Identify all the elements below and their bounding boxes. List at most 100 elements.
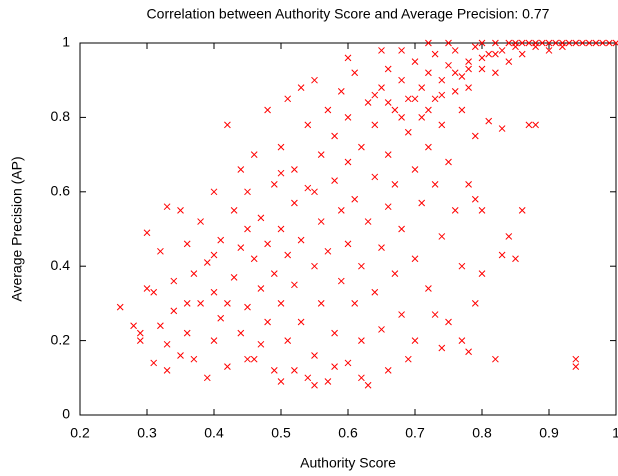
point	[411, 95, 419, 103]
point	[143, 285, 151, 292]
point	[478, 54, 486, 62]
point	[190, 355, 198, 363]
point	[451, 69, 459, 77]
point	[579, 39, 586, 47]
point	[431, 50, 439, 58]
point	[532, 121, 539, 129]
x-tick-label: 0.3	[137, 425, 157, 441]
point	[244, 188, 251, 196]
point	[244, 355, 251, 363]
point	[277, 169, 285, 177]
point	[425, 39, 432, 47]
point	[297, 84, 305, 91]
point	[391, 106, 399, 114]
point	[317, 151, 325, 158]
point	[183, 329, 191, 337]
x-tick-label: 1	[612, 425, 618, 441]
point	[237, 244, 245, 251]
x-tick-label: 0.4	[204, 425, 224, 441]
point	[538, 39, 546, 47]
point	[572, 363, 580, 370]
point	[284, 337, 292, 344]
point	[311, 381, 318, 389]
point	[150, 359, 158, 367]
point	[136, 329, 144, 337]
point	[545, 47, 553, 54]
point	[284, 251, 292, 259]
point	[311, 352, 318, 359]
point	[492, 69, 499, 77]
y-axis-title: Average Precision (AP)	[9, 156, 25, 301]
point	[518, 50, 526, 58]
point	[391, 181, 399, 188]
point	[485, 117, 493, 125]
point	[398, 76, 405, 84]
point	[458, 337, 466, 344]
point	[284, 95, 292, 103]
point	[384, 367, 392, 374]
point	[177, 207, 184, 214]
point	[411, 58, 419, 65]
point	[331, 329, 338, 337]
point	[304, 374, 312, 382]
point	[150, 288, 158, 296]
point	[404, 355, 412, 363]
point	[337, 277, 345, 285]
point	[351, 69, 359, 77]
point	[250, 151, 258, 158]
point	[277, 378, 285, 385]
x-tick-label: 0.6	[338, 425, 358, 441]
point	[270, 367, 278, 374]
point	[572, 39, 580, 47]
point	[270, 181, 278, 188]
point	[418, 199, 426, 207]
point	[277, 143, 285, 151]
point	[344, 240, 352, 248]
point	[458, 262, 466, 270]
point	[431, 181, 439, 188]
point	[471, 132, 479, 140]
point	[465, 181, 472, 188]
point	[244, 303, 251, 311]
point	[418, 84, 426, 91]
point	[478, 39, 486, 47]
point	[425, 69, 432, 77]
point	[230, 274, 238, 281]
point	[210, 251, 218, 259]
point	[411, 255, 419, 263]
point	[398, 311, 405, 318]
point	[358, 143, 365, 151]
point	[291, 281, 298, 289]
x-tick-label: 0.5	[271, 425, 291, 441]
point	[471, 43, 479, 51]
point	[337, 88, 345, 95]
point	[224, 300, 231, 307]
point	[384, 203, 392, 211]
point	[378, 47, 385, 54]
x-tick-label: 0.7	[405, 425, 425, 441]
point	[431, 311, 439, 318]
point	[250, 255, 258, 263]
x-tick-label: 0.9	[539, 425, 559, 441]
point	[438, 344, 446, 352]
point	[324, 247, 332, 255]
point	[157, 247, 164, 255]
point	[257, 285, 265, 292]
point	[291, 367, 298, 374]
point	[605, 39, 613, 47]
point	[465, 84, 472, 91]
point	[532, 43, 539, 51]
point	[324, 106, 332, 114]
point	[559, 43, 566, 51]
point	[183, 300, 191, 307]
point	[358, 337, 365, 344]
point	[384, 99, 392, 106]
y-tick-label: 1	[62, 34, 70, 50]
point	[492, 39, 499, 47]
point	[291, 166, 298, 173]
point	[297, 236, 305, 244]
point	[478, 65, 486, 73]
point	[398, 47, 405, 54]
point	[438, 76, 446, 84]
point	[425, 285, 432, 292]
